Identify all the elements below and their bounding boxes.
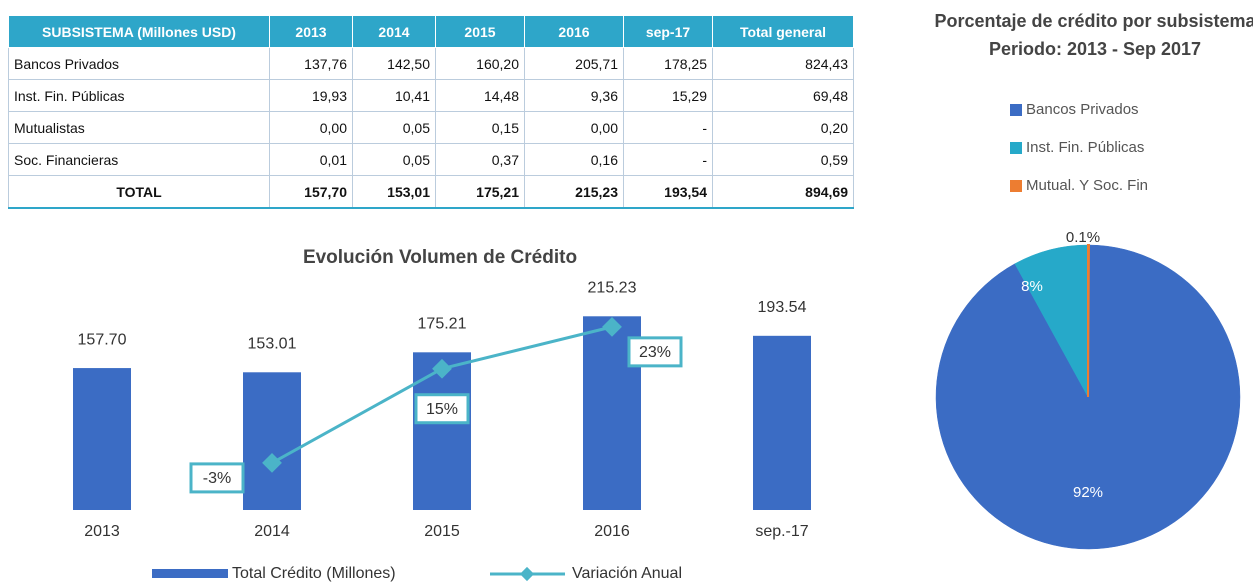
- pie-label: 0.1%: [1066, 229, 1100, 246]
- table-cell: 0,00: [269, 111, 353, 144]
- table-cell: 2016: [524, 15, 624, 48]
- table-cell: 0,15: [435, 111, 525, 144]
- pie-label: 92%: [1073, 484, 1103, 501]
- table-cell: 193,54: [623, 175, 713, 209]
- legend-label: Variación Anual: [572, 565, 682, 582]
- x-tick-label: 2013: [84, 523, 120, 540]
- table-cell: 894,69: [712, 175, 854, 209]
- bar-label: 215.23: [588, 280, 637, 297]
- legend-swatch: [152, 569, 228, 578]
- table-cell: Inst. Fin. Públicas: [8, 79, 270, 112]
- table-cell: 137,76: [269, 47, 353, 80]
- table-cell: sep-17: [623, 15, 713, 48]
- table-row: SUBSISTEMA (Millones USD) 2013 2014 2015 201…: [8, 15, 854, 48]
- bar-label: 157.70: [78, 331, 127, 348]
- table-cell: SUBSISTEMA (Millones USD): [8, 15, 270, 48]
- chart-title: Porcentaje de crédito por subsistema: [934, 11, 1253, 31]
- table-cell: Total general: [712, 15, 854, 48]
- x-tick-label: 2015: [424, 523, 460, 540]
- bar: [73, 368, 131, 510]
- table-cell: 0,20: [712, 111, 854, 144]
- table-cell: 2014: [352, 15, 436, 48]
- legend-swatch: [1010, 104, 1022, 116]
- bar: [243, 372, 301, 510]
- table-cell: 0,00: [524, 111, 624, 144]
- table-cell: Soc. Financieras: [8, 143, 270, 176]
- x-tick-label: 2016: [594, 523, 630, 540]
- pie-label: 8%: [1021, 278, 1043, 295]
- table-cell: 153,01: [352, 175, 436, 209]
- legend-label: Inst. Fin. Públicas: [1026, 139, 1144, 156]
- table-cell: 2015: [435, 15, 525, 48]
- bar-label: 153.01: [248, 336, 297, 353]
- table-cell: -: [623, 111, 713, 144]
- table-cell: 2013: [269, 15, 353, 48]
- table-row: Mutualistas 0,00 0,05 0,15 0,00-0,20: [8, 111, 854, 144]
- table-cell: 157,70: [269, 175, 353, 209]
- credit-table: SUBSISTEMA (Millones USD) 2013 2014 2015 201…: [8, 15, 854, 209]
- x-tick-label: sep.-17: [755, 523, 808, 540]
- line-marker: [432, 358, 452, 379]
- table-cell: 0,16: [524, 143, 624, 176]
- table-row: Bancos Privados 137,76 142,50 160,20 205,71 1…: [8, 47, 854, 80]
- pie-slice: [1087, 243, 1090, 398]
- bar-label: 175.21: [418, 316, 467, 333]
- x-tick-label: 2014: [254, 523, 290, 540]
- line-label: -3%: [203, 470, 231, 487]
- label-box: [627, 336, 683, 368]
- bar-label: 193.54: [758, 299, 807, 316]
- table-cell: 9,36: [524, 79, 624, 112]
- table-cell: 15,29: [623, 79, 713, 112]
- line-label: 15%: [426, 401, 458, 418]
- legend-swatch: [1010, 180, 1022, 192]
- table-cell: 0,05: [352, 111, 436, 144]
- table-cell: 178,25: [623, 47, 713, 80]
- legend-label: Bancos Privados: [1026, 101, 1139, 118]
- table-cell: TOTAL: [8, 175, 270, 209]
- line-label: 23%: [639, 344, 671, 361]
- table-cell: 0,05: [352, 143, 436, 176]
- legend-label: Mutual. Y Soc. Fin: [1026, 177, 1148, 194]
- table-cell: 69,48: [712, 79, 854, 112]
- table-cell: 10,41: [352, 79, 436, 112]
- bar: [753, 335, 811, 510]
- table-cell: 824,43: [712, 47, 854, 80]
- table-cell: 0,37: [435, 143, 525, 176]
- label-box: [189, 462, 245, 494]
- table-cell: 19,93: [269, 79, 353, 112]
- table-cell: -: [623, 143, 713, 176]
- table-cell: 0,59: [712, 143, 854, 176]
- table-cell: Mutualistas: [8, 111, 270, 144]
- table-cell: 0,01: [269, 143, 353, 176]
- legend-label: Total Crédito (Millones): [232, 565, 396, 582]
- legend-marker: [519, 566, 535, 582]
- line-marker: [602, 316, 622, 337]
- label-box: [414, 393, 470, 425]
- table-cell: 205,71: [524, 47, 624, 80]
- chart-title: Evolución Volumen de Crédito: [303, 247, 577, 268]
- table-row: TOTAL 157,70 153,01 175,21 215,23 193,54 894,6…: [8, 175, 854, 209]
- chart-subtitle: Periodo: 2013 - Sep 2017: [989, 39, 1201, 59]
- line-marker: [262, 453, 282, 473]
- table-cell: 160,20: [435, 47, 525, 80]
- table-cell: 142,50: [352, 47, 436, 80]
- table-row: Inst. Fin. Públicas 19,93 10,41 14,48 9,36 15…: [8, 79, 854, 112]
- legend-swatch: [1010, 142, 1022, 154]
- table-cell: 175,21: [435, 175, 525, 209]
- table-cell: 14,48: [435, 79, 525, 112]
- table-row: Soc. Financieras 0,01 0,05 0,37 0,16-0,59: [8, 143, 854, 176]
- table-cell: 215,23: [524, 175, 624, 209]
- table-cell: Bancos Privados: [8, 47, 270, 80]
